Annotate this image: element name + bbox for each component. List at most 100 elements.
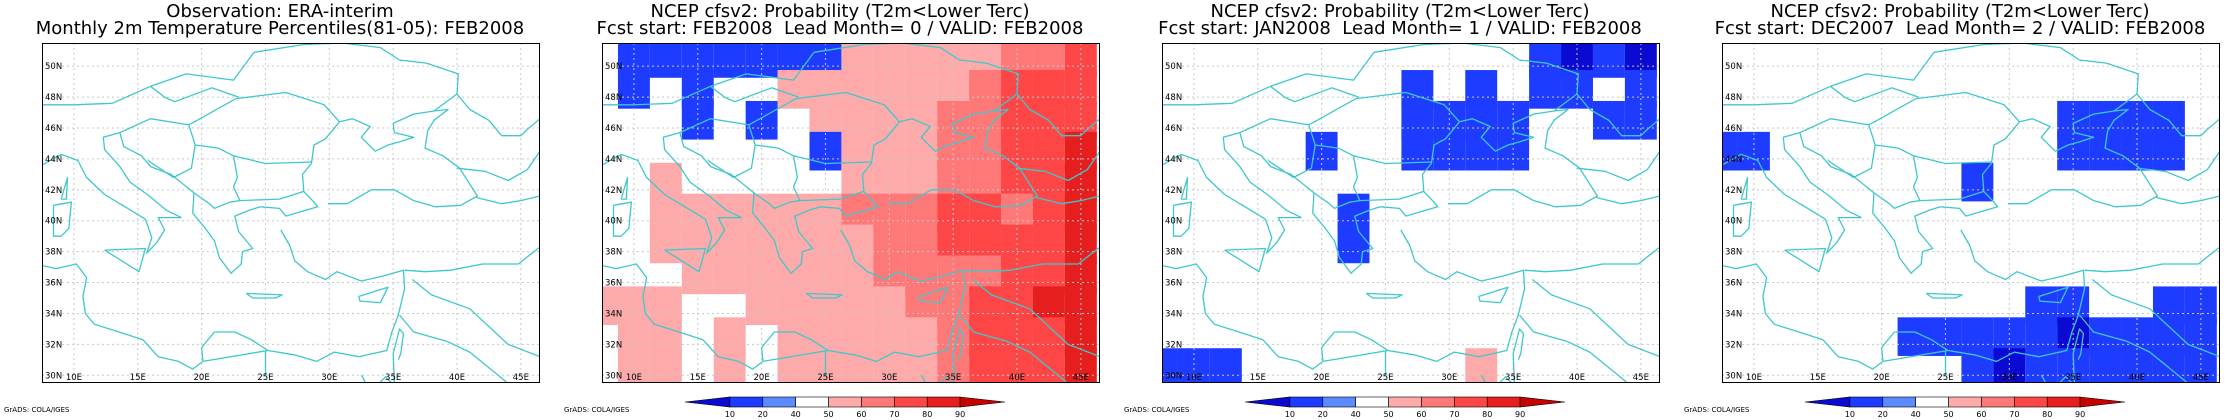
coastline (964, 246, 1100, 273)
coastline (952, 328, 965, 383)
coastline (1740, 176, 1749, 200)
coastline (1308, 124, 1432, 165)
grads-credit: GrADS: COLA/IGES (4, 406, 70, 414)
legend-label: 90 (955, 410, 965, 419)
lon-tick-label: 45E (513, 373, 529, 383)
legend-label: 90 (1515, 410, 1525, 419)
coastline (2156, 195, 2220, 205)
lon-tick-label: 30E (1441, 373, 1457, 383)
legend-swatch (685, 396, 731, 408)
coastline (612, 201, 633, 237)
coastline (602, 131, 742, 254)
coastline (119, 91, 340, 134)
legend-swatch (1355, 396, 1389, 408)
coastline (918, 286, 949, 304)
coastline (202, 349, 269, 363)
coastline (2038, 286, 2069, 304)
coastline (1512, 328, 1525, 383)
coastline (232, 155, 304, 202)
lon-tick-label: 20E (1314, 373, 1330, 383)
lon-tick-label: 30E (321, 373, 337, 383)
color-legend: 10 20 40 50 60 70 80 90 (1805, 396, 2125, 419)
lat-tick-label: 46N (1725, 124, 1742, 134)
probability-cell (2089, 131, 2122, 171)
map-plot: 10E 15E 20E 25E 30E 35E 40E 45E 30N 32N 34N 36N 38N 4… (42, 43, 540, 383)
panel-title-line-2: Monthly 2m Temperature Percentiles(81-05… (35, 18, 525, 39)
coastline (1873, 192, 1921, 210)
coastline (679, 91, 900, 134)
coastline (1518, 314, 1660, 383)
legend-label: 60 (1416, 410, 1426, 419)
coastline (42, 229, 406, 370)
legend-swatch (1519, 396, 1565, 408)
coastline (392, 328, 405, 383)
coastline (748, 124, 872, 165)
coastline (1799, 108, 2159, 274)
lon-tick-label: 35E (945, 373, 961, 383)
coastline (2072, 328, 2085, 383)
coastline (1016, 150, 1100, 182)
legend-swatch (1948, 396, 1982, 408)
coastline (411, 278, 540, 358)
lon-tick-label: 10E (1186, 373, 1202, 383)
legend-label: 20 (758, 410, 768, 419)
lon-tick-label: 35E (1505, 373, 1521, 383)
coastline (1365, 292, 1403, 299)
observation-panel: Observation: ERA-interim Monthly 2m Temp… (0, 0, 560, 420)
lat-tick-label: 36N (1165, 279, 1182, 289)
lon-tick-label: 15E (1810, 373, 1826, 383)
lat-tick-label: 42N (45, 186, 62, 196)
panel-title-line-2: Fcst start: DEC2007 Lead Month= 2 / VALI… (1714, 18, 2206, 39)
legend-label: 40 (1911, 410, 1921, 419)
coastline (1596, 195, 1660, 205)
lat-tick-label: 32N (1725, 340, 1742, 350)
forecast-lead0-panel: NCEP cfsv2: Probability (T2m<Lower Terc)… (560, 0, 1120, 420)
lon-tick-label: 25E (1937, 373, 1953, 383)
coastline (1239, 108, 1599, 274)
legend-label: 50 (823, 410, 833, 419)
coastline (193, 192, 241, 210)
lon-tick-label: 40E (1009, 373, 1025, 383)
plot-frame (42, 43, 540, 383)
legend-swatch (894, 396, 928, 408)
map-plot: 10E 15E 20E 25E 30E 35E 40E 45E 30N 32N 34N 36N 38N 4… (602, 43, 1100, 383)
coastline (1912, 155, 1984, 202)
coastline (710, 85, 799, 103)
lat-tick-label: 48N (605, 93, 622, 103)
lat-tick-label: 50N (1165, 62, 1182, 72)
probability-cell (2089, 348, 2122, 383)
coastline (762, 349, 829, 363)
lat-tick-label: 48N (45, 93, 62, 103)
coastline (188, 124, 312, 165)
grads-credit: GrADS: COLA/IGES (1684, 406, 1750, 414)
coastline (753, 192, 801, 210)
lon-tick-label: 25E (817, 373, 833, 383)
lat-tick-label: 48N (1725, 93, 1742, 103)
lon-tick-label: 20E (194, 373, 210, 383)
coastline (1576, 93, 1660, 137)
lat-tick-label: 42N (1725, 186, 1742, 196)
legend-label: 20 (1878, 410, 1888, 419)
lat-tick-label: 32N (605, 340, 622, 350)
coastline (920, 374, 953, 383)
coastline (1732, 201, 1753, 237)
coastline (104, 247, 147, 273)
lat-tick-label: 40N (45, 217, 62, 227)
legend-swatch (1882, 396, 1916, 408)
legend-swatch (795, 396, 829, 408)
coastline (456, 93, 540, 137)
lon-tick-label: 40E (2129, 373, 2145, 383)
legend-label: 60 (856, 410, 866, 419)
coastline (42, 131, 182, 254)
lon-tick-label: 20E (1874, 373, 1890, 383)
map-plot: 10E 15E 20E 25E 30E 35E 40E 45E 30N 32N 34N 36N 38N 4… (1162, 43, 1660, 383)
coastline (404, 246, 540, 273)
coastline (707, 144, 756, 179)
coastline (1827, 144, 1876, 179)
panel-title-line-1: NCEP cfsv2: Probability (T2m<Lower Terc) (650, 1, 1030, 22)
lat-tick-label: 46N (605, 124, 622, 134)
panel-title-line-1: Observation: ERA-interim (166, 1, 394, 22)
probability-cell (1592, 43, 1625, 78)
panel-title-line-1: NCEP cfsv2: Probability (T2m<Lower Terc) (1210, 1, 1590, 22)
panel-title-line-2: Fcst start: FEB2008 Lead Month= 0 / VALI… (596, 18, 1084, 39)
